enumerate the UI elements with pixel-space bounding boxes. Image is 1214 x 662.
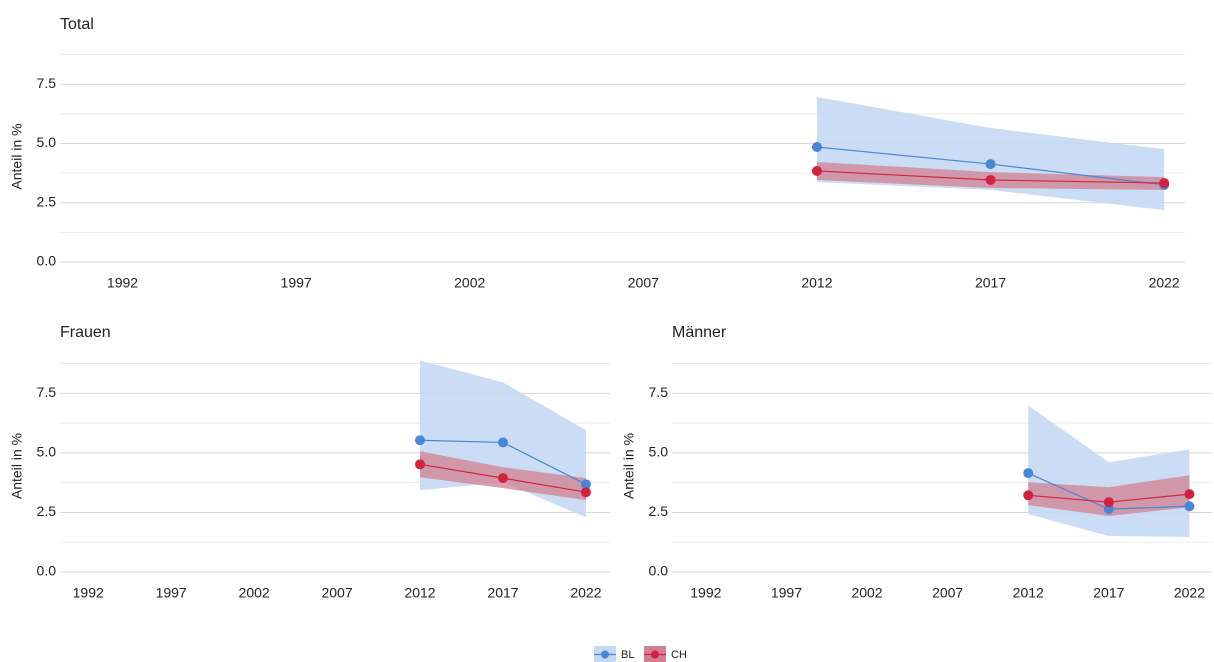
data-point bbox=[497, 437, 508, 448]
panel-title: Männer bbox=[672, 324, 727, 341]
data-point bbox=[811, 142, 822, 153]
data-point bbox=[1103, 497, 1114, 508]
data-point bbox=[1103, 504, 1114, 515]
x-tick-label: 2002 bbox=[239, 585, 270, 601]
y-tick-label: 0.0 bbox=[649, 563, 669, 579]
y-axis-label: Anteil in % bbox=[9, 433, 25, 499]
y-axis-label: Anteil in % bbox=[9, 123, 25, 189]
x-tick-label: 2002 bbox=[851, 585, 882, 601]
x-tick-label: 2007 bbox=[628, 275, 659, 291]
data-point bbox=[1184, 501, 1195, 512]
data-point bbox=[985, 174, 996, 185]
data-point bbox=[1184, 489, 1195, 500]
data-point bbox=[1023, 490, 1034, 501]
x-tick-label: 1997 bbox=[156, 585, 187, 601]
x-tick-label: 2022 bbox=[1149, 275, 1180, 291]
x-tick-label: 2022 bbox=[570, 585, 601, 601]
x-tick-label: 2007 bbox=[932, 585, 963, 601]
x-tick-label: 2017 bbox=[487, 585, 518, 601]
legend-point bbox=[651, 650, 659, 659]
x-tick-label: 1997 bbox=[771, 585, 802, 601]
y-tick-label: 7.5 bbox=[37, 384, 57, 400]
y-tick-label: 0.0 bbox=[37, 563, 57, 579]
x-tick-label: 1997 bbox=[281, 275, 312, 291]
panel-title: Frauen bbox=[60, 324, 111, 341]
x-tick-label: 2012 bbox=[404, 585, 435, 601]
x-tick-label: 1992 bbox=[690, 585, 721, 601]
data-point bbox=[811, 165, 822, 176]
x-tick-label: 2017 bbox=[1093, 585, 1124, 601]
x-tick-label: 2022 bbox=[1174, 585, 1205, 601]
y-tick-label: 5.0 bbox=[649, 444, 669, 460]
legend-point bbox=[601, 650, 609, 659]
y-tick-label: 2.5 bbox=[37, 193, 57, 209]
y-tick-label: 5.0 bbox=[37, 134, 57, 150]
x-tick-label: 2002 bbox=[454, 275, 485, 291]
data-point bbox=[497, 473, 508, 484]
y-tick-label: 7.5 bbox=[649, 384, 669, 400]
data-point bbox=[415, 459, 426, 470]
data-point bbox=[1159, 178, 1170, 189]
data-point bbox=[985, 159, 996, 170]
data-point bbox=[415, 435, 426, 446]
y-tick-label: 0.0 bbox=[37, 253, 57, 269]
data-point bbox=[580, 487, 591, 498]
x-tick-label: 2007 bbox=[321, 585, 352, 601]
confidence-band bbox=[1028, 405, 1190, 537]
x-tick-label: 1992 bbox=[73, 585, 104, 601]
y-tick-label: 7.5 bbox=[37, 75, 57, 91]
y-axis-label: Anteil in % bbox=[621, 433, 637, 499]
x-tick-label: 1992 bbox=[107, 275, 138, 291]
y-tick-label: 2.5 bbox=[649, 503, 669, 519]
legend-label: CH bbox=[671, 649, 687, 661]
panel-title: Total bbox=[60, 16, 94, 33]
y-tick-label: 5.0 bbox=[37, 444, 57, 460]
data-point bbox=[1023, 468, 1034, 479]
legend-label: BL bbox=[621, 649, 634, 661]
confidence-band bbox=[1028, 475, 1190, 517]
x-tick-label: 2012 bbox=[801, 275, 832, 291]
data-point bbox=[580, 479, 591, 490]
x-tick-label: 2017 bbox=[975, 275, 1006, 291]
x-tick-label: 2012 bbox=[1013, 585, 1044, 601]
y-tick-label: 2.5 bbox=[37, 503, 57, 519]
